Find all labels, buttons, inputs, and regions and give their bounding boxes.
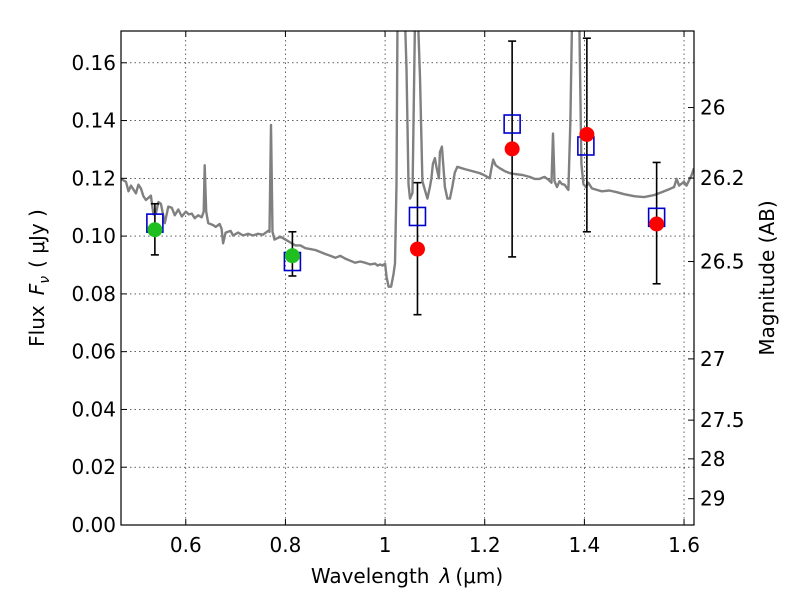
blue-square-point xyxy=(408,206,427,227)
y2-tick-label: 27 xyxy=(700,347,725,371)
y-tick-label: 0.02 xyxy=(71,455,116,479)
y2-tick-label: 26.5 xyxy=(700,250,745,274)
red-circle-point xyxy=(504,141,520,157)
y-tick-label: 0.14 xyxy=(71,109,116,133)
y2-axis-label: Magnitude (AB) xyxy=(755,200,779,355)
green-circle-point xyxy=(284,248,300,264)
red-circle-point xyxy=(409,241,425,257)
red-circle-point xyxy=(579,126,595,142)
y-tick-label: 0.08 xyxy=(71,282,116,306)
plot-area xyxy=(121,31,694,316)
y2-tick-label: 27.5 xyxy=(700,408,745,432)
green-circle-point xyxy=(147,222,163,238)
y-tick-label: 0.12 xyxy=(71,166,116,190)
y2-tick-label: 26 xyxy=(700,96,725,120)
y-tick-label: 0.04 xyxy=(71,397,116,421)
red-circle-point xyxy=(649,216,665,232)
y-tick-label: 0.00 xyxy=(71,513,116,537)
model-spectrum-line xyxy=(121,31,694,288)
ticks: 0.6 0.8 1 1.2 1.4 1.6 0.00 0.02 0.04 0.06 0.08 0.10… xyxy=(71,31,745,557)
x-tick-label: 1.6 xyxy=(668,533,700,557)
y2-tick-label: 29 xyxy=(700,487,725,511)
x-tick-label: 1.2 xyxy=(469,533,501,557)
y-tick-label: 0.10 xyxy=(71,224,116,248)
x-tick-label: 1.4 xyxy=(568,533,600,557)
blue-square-point xyxy=(503,114,521,134)
y-axis-label: FluxFν( μJy ) xyxy=(25,209,53,347)
x-tick-label: 0.8 xyxy=(270,533,302,557)
y-tick-label: 0.06 xyxy=(71,340,116,364)
y2-tick-label: 28 xyxy=(700,447,725,471)
x-tick-label: 0.6 xyxy=(170,533,202,557)
plot-frame xyxy=(120,30,695,526)
y2-tick-label: 26.2 xyxy=(700,166,745,190)
y-tick-label: 0.16 xyxy=(71,51,116,75)
x-axis-label: Wavelength λ (μm) xyxy=(311,564,503,588)
x-tick-label: 1 xyxy=(379,533,392,557)
